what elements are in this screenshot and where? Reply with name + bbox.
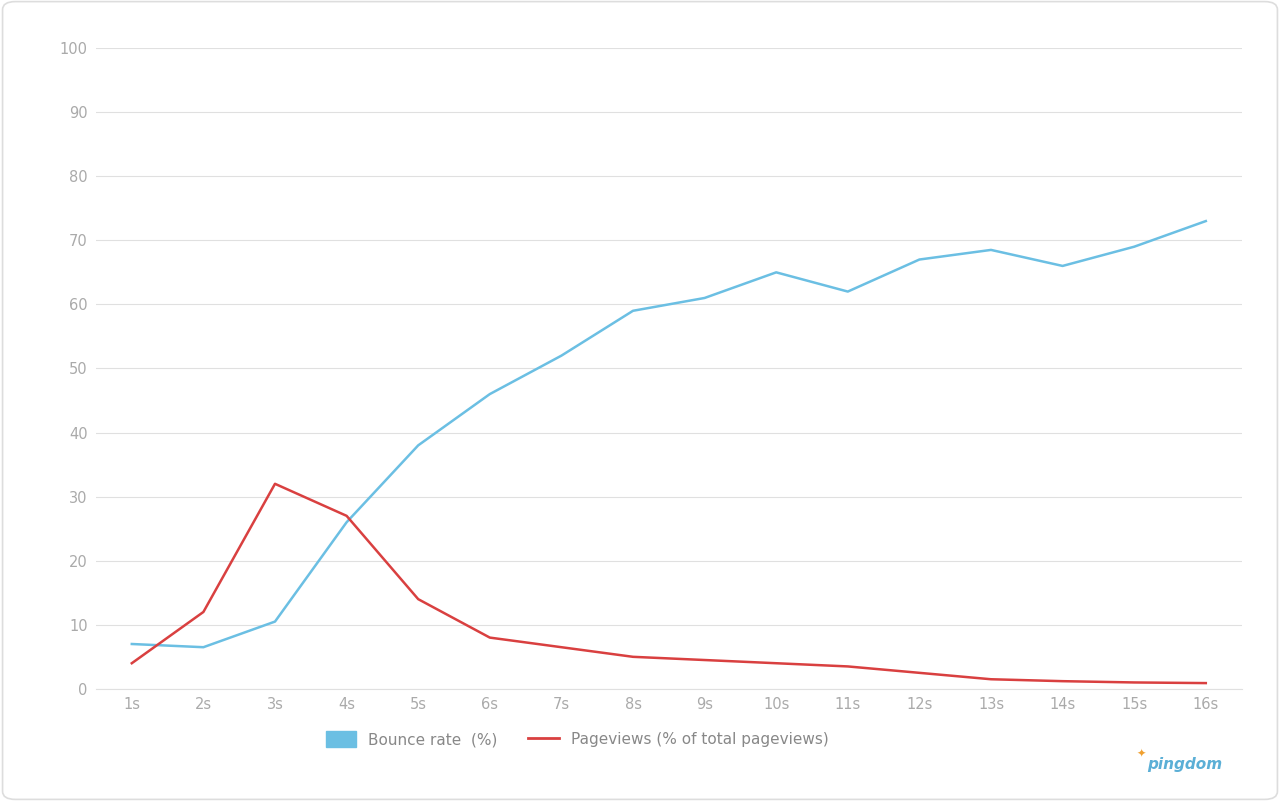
Text: pingdom: pingdom — [1147, 757, 1222, 772]
Text: ✦: ✦ — [1137, 749, 1146, 759]
Legend: Bounce rate  (%), Pageviews (% of total pageviews): Bounce rate (%), Pageviews (% of total p… — [317, 723, 836, 755]
